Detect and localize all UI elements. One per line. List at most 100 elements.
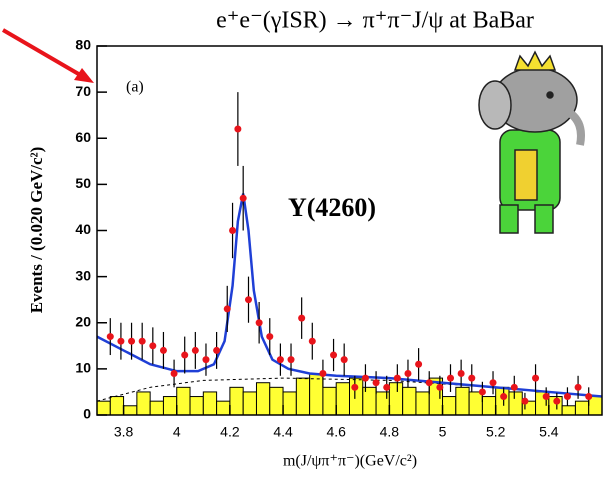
data-point	[510, 383, 518, 391]
data-point	[542, 393, 550, 401]
data-point	[532, 374, 540, 382]
y-tick-label: 60	[75, 129, 91, 145]
data-point	[436, 383, 444, 391]
data-point	[308, 337, 316, 345]
y-axis-label: Events / (0.020 GeV/c²)	[27, 147, 46, 314]
data-point	[138, 337, 146, 345]
data-point	[255, 319, 263, 327]
background-line	[96, 377, 603, 402]
data-point	[383, 383, 391, 391]
data-point	[585, 393, 593, 401]
y-tick-label: 0	[83, 406, 91, 422]
histogram-bar	[415, 391, 430, 416]
data-point	[372, 379, 380, 387]
x-tick-label: 4.6	[326, 424, 346, 440]
histogram-bar	[574, 400, 590, 416]
data-point	[191, 346, 199, 354]
histogram-bar	[322, 386, 337, 416]
x-tick-label: 5.4	[539, 424, 559, 440]
histogram-bar	[123, 405, 138, 416]
x-tick-label: 4	[173, 424, 181, 440]
histogram-bar	[468, 391, 483, 416]
data-point	[245, 296, 252, 304]
data-point	[117, 337, 125, 345]
data-point	[447, 374, 454, 382]
x-tick-label: 4.4	[273, 424, 293, 440]
histogram-bar	[402, 386, 417, 416]
x-tick-label: 5	[439, 424, 447, 440]
y-tick-label: 30	[75, 267, 91, 283]
data-point	[159, 346, 167, 354]
histogram-bar	[309, 372, 324, 416]
data-point	[574, 383, 582, 391]
data-point	[553, 397, 561, 405]
data-point	[468, 374, 476, 382]
data-point	[361, 374, 369, 382]
annotation: Y(4260)	[288, 193, 376, 222]
histogram-bar	[295, 377, 311, 416]
histogram-bar	[561, 405, 576, 416]
data-point	[521, 397, 529, 405]
data-point	[149, 342, 157, 350]
histogram-bar	[255, 382, 271, 416]
data-point	[415, 360, 423, 368]
annotation: (a)	[126, 79, 144, 96]
data-point	[229, 227, 237, 234]
data-point	[404, 369, 412, 377]
y-tick-label: 20	[75, 313, 91, 329]
y-tick-label: 80	[75, 37, 91, 53]
histogram-bar	[162, 396, 178, 416]
data-point	[181, 351, 189, 359]
data-point	[489, 379, 497, 387]
histogram-bar	[388, 382, 404, 416]
data-point	[287, 356, 295, 364]
histogram-bar	[229, 386, 244, 416]
data-point	[340, 356, 348, 364]
data-point	[128, 337, 136, 345]
histogram-bar	[242, 391, 257, 416]
data-point	[563, 393, 571, 401]
y-tick-label: 70	[75, 83, 91, 99]
data-point	[319, 369, 327, 377]
histogram-bar	[149, 400, 164, 416]
data-point	[457, 369, 465, 377]
histogram-bar	[375, 391, 390, 416]
y-tick-label: 10	[75, 360, 91, 376]
histogram-bar	[455, 386, 470, 416]
histogram-bar	[508, 391, 523, 416]
data-point	[276, 356, 284, 364]
data-point	[393, 374, 401, 382]
data-point	[106, 333, 114, 341]
data-point	[170, 369, 178, 377]
data-point	[213, 346, 221, 354]
histogram-bar	[216, 400, 231, 416]
elephant-mascot	[478, 50, 585, 234]
histogram-bar	[96, 400, 111, 416]
data-point	[266, 333, 274, 341]
x-tick-label: 3.8	[114, 424, 134, 440]
data-point	[351, 383, 359, 391]
data-point	[223, 305, 231, 313]
data-point	[298, 314, 306, 322]
histogram-bar	[176, 386, 191, 416]
data-point	[500, 393, 508, 401]
x-tick-label: 5.2	[486, 424, 506, 440]
histogram-bar	[349, 377, 364, 416]
y-tick-label: 40	[75, 221, 91, 237]
x-tick-label: 4.2	[220, 424, 240, 440]
histogram-bar	[189, 396, 204, 416]
chart-title: e⁺e⁻(γISR) → π⁺π⁻J/ψ at BaBar	[216, 8, 534, 34]
data-point	[239, 194, 247, 202]
x-tick-label: 4.8	[380, 424, 400, 440]
data-point	[425, 379, 433, 387]
data-point	[478, 388, 486, 396]
histogram-bar	[282, 391, 297, 416]
data-point	[330, 351, 338, 359]
histogram-bar	[202, 391, 218, 416]
histogram-bar	[335, 382, 351, 416]
fit-line	[96, 193, 603, 398]
y-tick-label: 50	[75, 175, 91, 191]
x-axis-label: m(J/ψπ⁺π⁻)(GeV/c²)	[283, 453, 417, 470]
data-point	[234, 125, 242, 133]
histogram-bar	[442, 396, 457, 416]
